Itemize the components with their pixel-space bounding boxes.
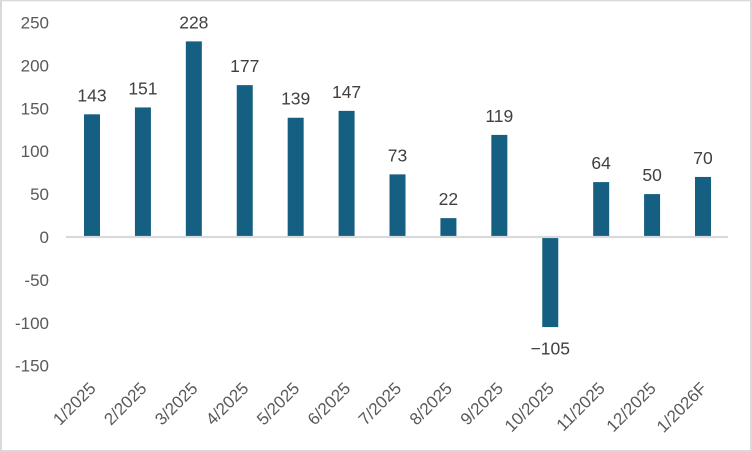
svg-text:50: 50	[642, 165, 662, 185]
svg-text:−105: −105	[531, 339, 570, 359]
svg-text:150: 150	[21, 99, 49, 118]
svg-text:119: 119	[485, 106, 513, 126]
svg-text:0: 0	[40, 228, 49, 247]
svg-text:73: 73	[388, 145, 407, 165]
svg-text:177: 177	[230, 56, 259, 76]
svg-text:22: 22	[439, 189, 458, 209]
svg-text:64: 64	[591, 153, 611, 173]
svg-text:-50: -50	[24, 271, 49, 290]
svg-text:-100: -100	[15, 314, 49, 333]
svg-text:250: 250	[21, 14, 49, 33]
svg-text:228: 228	[179, 12, 208, 32]
svg-text:151: 151	[128, 78, 157, 98]
svg-text:100: 100	[21, 142, 49, 161]
svg-text:70: 70	[693, 148, 713, 168]
svg-text:-150: -150	[15, 357, 49, 376]
svg-text:200: 200	[21, 56, 49, 75]
svg-text:143: 143	[77, 85, 106, 105]
svg-text:50: 50	[30, 185, 49, 204]
svg-text:139: 139	[281, 89, 310, 109]
svg-text:147: 147	[332, 82, 361, 102]
